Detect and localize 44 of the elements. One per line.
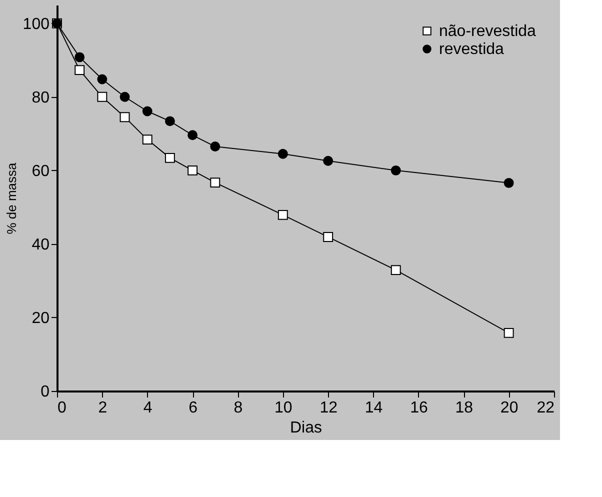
point: [188, 130, 198, 140]
legend-label: não-revestida: [439, 23, 536, 40]
y-tick-label: 100: [22, 16, 50, 33]
point: [142, 134, 152, 145]
point: [97, 74, 108, 84]
point: [323, 232, 334, 242]
point: [210, 178, 220, 188]
x-tick-label: 20: [500, 400, 518, 416]
point: [188, 165, 198, 176]
x-tick-label: 10: [274, 400, 292, 416]
y-tick-label: 40: [32, 236, 50, 254]
point: [390, 165, 401, 176]
y-tick-label: 60: [32, 162, 50, 180]
x-tick-label: 12: [320, 400, 338, 416]
point: [120, 112, 130, 122]
point: [390, 265, 401, 276]
legend-label: revestida: [439, 41, 504, 58]
y-tick-label: 80: [32, 89, 50, 106]
x-tick-label: 14: [364, 400, 383, 416]
y-tick-label: 0: [40, 384, 50, 400]
x-tick-label: 16: [410, 400, 428, 416]
point: [74, 52, 85, 62]
point: [97, 92, 108, 102]
point: [278, 148, 288, 159]
x-tick-label: 18: [455, 400, 474, 416]
point: [164, 152, 175, 163]
x-tick-label: 6: [188, 400, 198, 416]
x-tick-label: 0: [58, 400, 66, 416]
x-tick-label: 8: [234, 400, 243, 416]
point: [504, 328, 514, 338]
point: [74, 65, 85, 76]
x-tick-label: 22: [536, 400, 555, 416]
point: [120, 92, 130, 102]
point: [323, 156, 334, 166]
point: [142, 106, 152, 116]
point: [210, 142, 220, 152]
x-tick-label: 4: [143, 400, 152, 416]
y-tick-label: 20: [32, 310, 50, 327]
y-axis-title: % de massa: [4, 162, 19, 234]
x-tick-label: 2: [98, 400, 108, 416]
point: [164, 116, 175, 126]
x-axis-title: Dias: [290, 420, 322, 436]
point: [278, 210, 288, 220]
point: [504, 178, 514, 188]
